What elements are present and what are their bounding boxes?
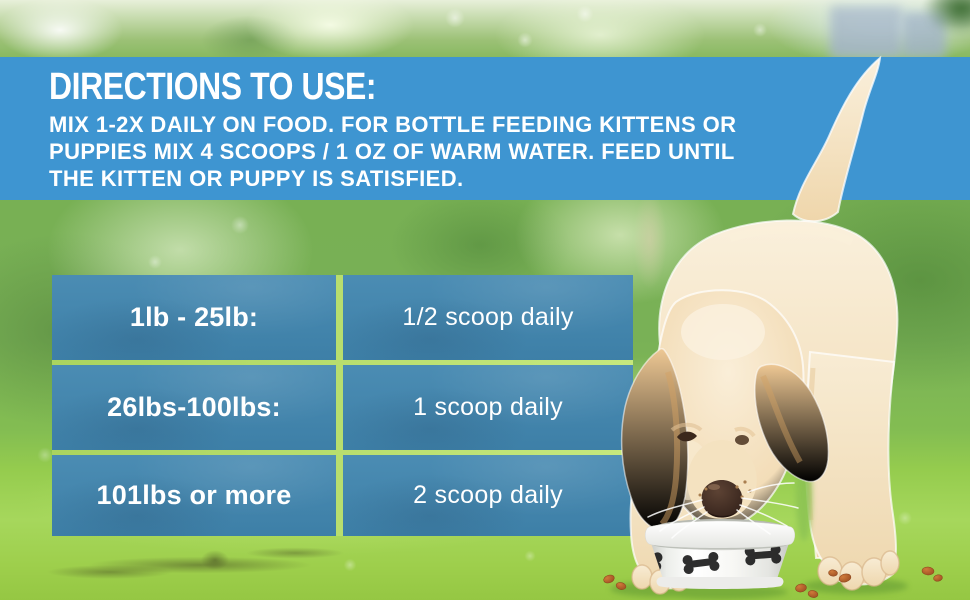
- bowl-foot: [656, 577, 784, 589]
- nose-highlight: [708, 484, 720, 490]
- puppy-tail: [791, 55, 882, 223]
- left-ear-shadow: [659, 371, 681, 526]
- directions-banner: DIRECTIONS TO USE: MIX 1-2X DAILY ON FOO…: [0, 57, 970, 200]
- banner-line-2: PUPPIES MIX 4 SCOOPS / 1 OZ OF WARM WATE…: [49, 139, 735, 164]
- dosage-table: 1lb - 25lb: 1/2 scoop daily 26lbs-100lbs…: [52, 275, 633, 536]
- building-silhouette: [830, 6, 902, 58]
- forehead-highlight: [681, 304, 765, 360]
- nose-shade: [708, 512, 735, 518]
- kibble: [603, 566, 943, 598]
- puppy-eating-from-bowl: [603, 55, 943, 599]
- puppy-head: [620, 289, 830, 531]
- weight-range-cell: 26lbs-100lbs:: [52, 365, 336, 450]
- bowl-side: [650, 540, 790, 588]
- whiskers: [647, 482, 799, 539]
- dose-cell: 1 scoop daily: [343, 365, 633, 450]
- back-highlight: [728, 225, 854, 246]
- puppy-front-right-leg: [804, 350, 900, 591]
- banner-line-1: MIX 1-2X DAILY ON FOOD. FOR BOTTLE FEEDI…: [49, 112, 737, 137]
- banner-heading: DIRECTIONS TO USE:: [49, 66, 377, 108]
- weight-range-cell: 1lb - 25lb:: [52, 275, 336, 360]
- dose-cell: 1/2 scoop daily: [343, 275, 633, 360]
- food-bowl: [645, 519, 795, 589]
- rim-shadow: [653, 545, 787, 550]
- right-ear-shadow: [760, 374, 803, 464]
- eyes: [670, 422, 756, 445]
- right-ear: [754, 363, 830, 483]
- weight-range-cell: 101lbs or more: [52, 455, 336, 536]
- banner-line-3: THE KITTEN OR PUPPY IS SATISFIED.: [49, 166, 464, 191]
- dose-cell: 2 scoop daily: [343, 455, 633, 536]
